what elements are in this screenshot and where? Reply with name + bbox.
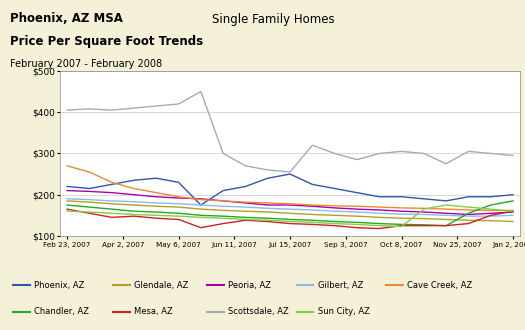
Text: Cave Creek, AZ: Cave Creek, AZ (407, 281, 472, 290)
Text: Glendale, AZ: Glendale, AZ (134, 281, 188, 290)
Text: Mesa, AZ: Mesa, AZ (134, 307, 173, 316)
Text: Single Family Homes: Single Family Homes (212, 13, 334, 26)
Text: Peoria, AZ: Peoria, AZ (228, 281, 271, 290)
Text: Phoenix, AZ: Phoenix, AZ (34, 281, 85, 290)
Text: Sun City, AZ: Sun City, AZ (318, 307, 370, 316)
Text: Phoenix, AZ MSA: Phoenix, AZ MSA (10, 12, 123, 24)
Text: Scottsdale, AZ: Scottsdale, AZ (228, 307, 289, 316)
Text: Chandler, AZ: Chandler, AZ (34, 307, 89, 316)
Text: February 2007 - February 2008: February 2007 - February 2008 (10, 59, 163, 69)
Text: Price Per Square Foot Trends: Price Per Square Foot Trends (10, 35, 204, 48)
Text: Gilbert, AZ: Gilbert, AZ (318, 281, 363, 290)
